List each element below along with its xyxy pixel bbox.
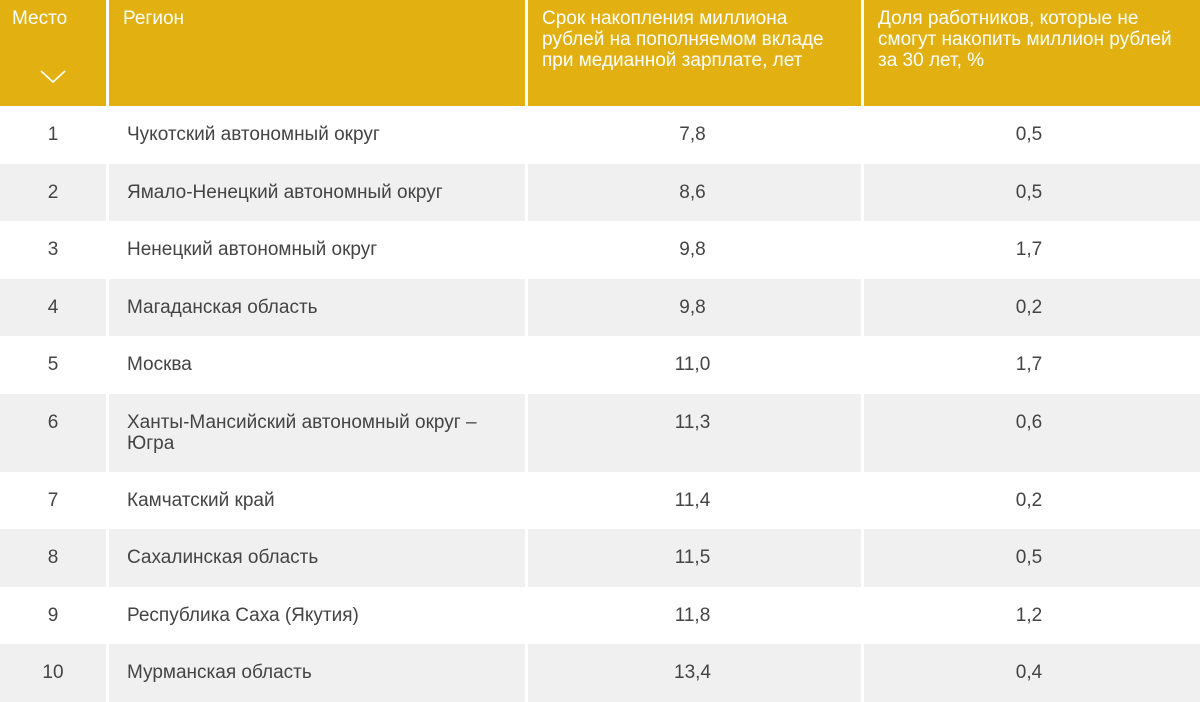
cell-region: Камчатский край <box>109 471 528 529</box>
cell-region: Ненецкий автономный округ <box>109 221 528 279</box>
cell-place: 1 <box>0 106 109 164</box>
cell-region: Магаданская область <box>109 278 528 336</box>
cell-share: 0,5 <box>864 163 1200 221</box>
cell-place: 7 <box>0 471 109 529</box>
cell-years: 13,4 <box>528 644 864 702</box>
cell-region: Сахалинская область <box>109 529 528 587</box>
table-row: 7 Камчатский край 11,4 0,2 <box>0 471 1200 529</box>
chevron-down-icon[interactable] <box>40 70 66 84</box>
cell-region: Республика Саха (Якутия) <box>109 586 528 644</box>
cell-region: Ямало-Ненецкий автономный округ <box>109 163 528 221</box>
cell-years: 11,3 <box>528 393 864 472</box>
cell-share: 1,2 <box>1015 604 1043 626</box>
table-row: 3 Ненецкий автономный округ 9,8 1,7 <box>0 221 1200 279</box>
cell-years: 8,6 <box>528 163 864 221</box>
cell-share: 0,2 <box>864 278 1200 336</box>
cell-years: 7,8 <box>528 106 864 164</box>
cell-region: Ханты-Мансийский автономный округ – Югра <box>109 393 528 472</box>
cell-place: 2 <box>0 163 109 221</box>
column-header-share[interactable]: Доля работников, которые не смогут накоп… <box>864 0 1200 106</box>
table-row: 1 Чукотский автономный округ 7,8 0,5 <box>0 106 1200 164</box>
cell-years: 9,8 <box>528 278 864 336</box>
table-row: 6 Ханты-Мансийский автономный округ – Юг… <box>0 393 1200 472</box>
column-header-region[interactable]: Регион <box>109 0 528 106</box>
cell-share: 0,2 <box>1015 489 1043 511</box>
column-header-years[interactable]: Срок накопления миллиона рублей на попол… <box>528 0 864 106</box>
column-header-share-label: Доля работников, которые не смогут накоп… <box>878 8 1172 71</box>
cell-years: 11,5 <box>528 529 864 587</box>
cell-region: Москва <box>109 336 528 394</box>
cell-years: 11,0 <box>528 336 864 394</box>
column-header-region-label: Регион <box>123 8 185 29</box>
cell-place: 3 <box>0 221 109 279</box>
cell-share: 0,4 <box>864 644 1200 702</box>
table-row: 9 Республика Саха (Якутия) 11,8 1,2 <box>0 586 1200 644</box>
cell-place: 5 <box>0 336 109 394</box>
cell-region: Мурманская область <box>109 644 528 702</box>
column-header-place[interactable]: Место <box>0 0 109 106</box>
table-row: 4 Магаданская область 9,8 0,2 <box>0 278 1200 336</box>
table-row: 8 Сахалинская область 11,5 0,5 <box>0 529 1200 587</box>
column-header-years-label: Срок накопления миллиона рублей на попол… <box>542 8 824 71</box>
cell-years: 11,8 <box>528 586 864 644</box>
cell-share: 1,7 <box>1015 354 1043 375</box>
cell-share: 1,7 <box>1015 239 1043 260</box>
table-row: 5 Москва 11,0 1,7 <box>0 336 1200 394</box>
column-header-place-label: Место <box>12 8 68 29</box>
cell-share: 0,5 <box>864 529 1200 587</box>
cell-place: 9 <box>0 586 109 644</box>
cell-years: 11,4 <box>528 471 864 529</box>
cell-place: 8 <box>0 529 109 587</box>
table-row: 2 Ямало-Ненецкий автономный округ 8,6 0,… <box>0 163 1200 221</box>
cell-place: 10 <box>0 644 109 702</box>
table-header: Место Регион Срок накопления миллиона ру… <box>0 0 1200 106</box>
cell-share: 0,6 <box>864 393 1200 472</box>
cell-place: 4 <box>0 278 109 336</box>
table-row: 10 Мурманская область 13,4 0,4 <box>0 644 1200 702</box>
cell-place: 6 <box>0 393 109 472</box>
cell-share: 0,5 <box>1015 124 1043 145</box>
cell-years: 9,8 <box>528 221 864 279</box>
cell-region: Чукотский автономный округ <box>109 106 528 164</box>
